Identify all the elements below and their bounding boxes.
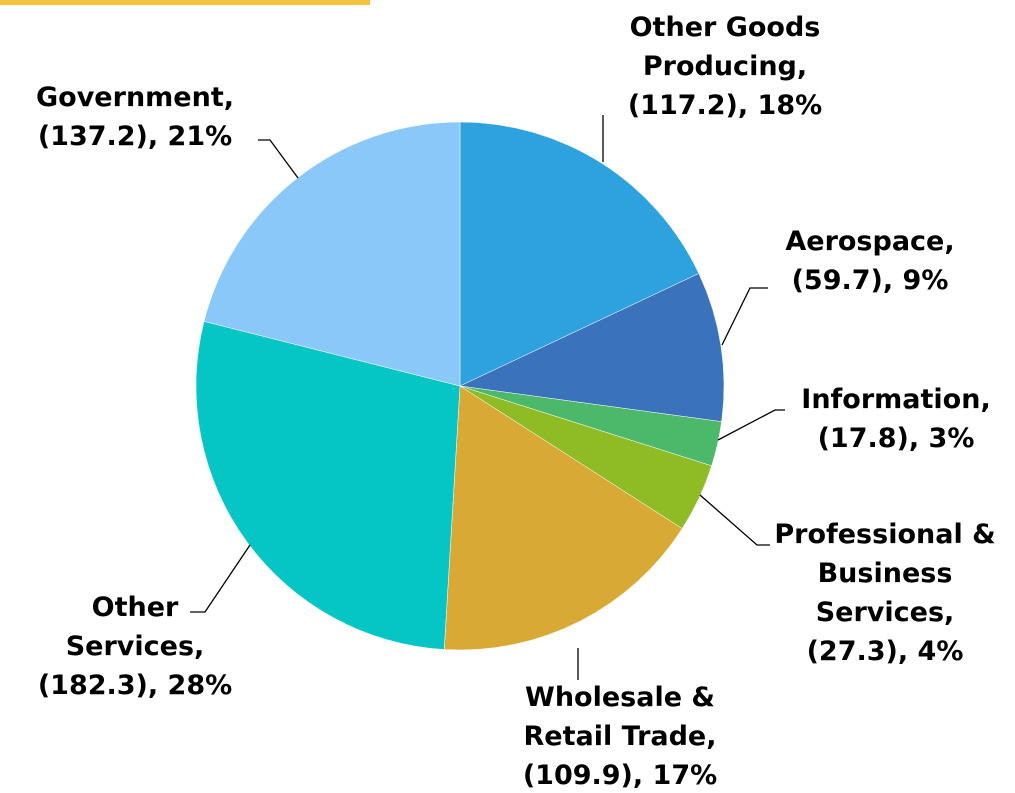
category-label: Wholesale & Retail Trade, <box>523 682 717 752</box>
category-label: Aerospace, <box>785 226 955 257</box>
leader-line <box>190 544 251 613</box>
slice-label: Aerospace, (59.7), 9% <box>740 222 1000 300</box>
slice-label: Other Goods Producing, (117.2), 18% <box>590 8 860 125</box>
leader-line <box>258 139 299 179</box>
value-label: (17.8), 3% <box>817 423 975 454</box>
pie-slice <box>443 385 683 651</box>
value-label: (27.3), 4% <box>806 636 964 667</box>
category-label: Other Goods Producing, <box>629 12 821 82</box>
category-label: Professional & Business Services, <box>774 519 996 628</box>
category-label: Other Services, <box>65 592 205 662</box>
slice-label: Professional & Business Services, (27.3),… <box>765 515 1005 671</box>
pie-slice <box>459 121 700 387</box>
pie-slice <box>195 321 461 650</box>
value-label: (182.3), 28% <box>37 670 233 701</box>
top-bar <box>0 0 370 5</box>
category-label: Information, <box>801 384 991 415</box>
category-label: Government, <box>36 82 234 113</box>
leader-line <box>699 494 770 546</box>
pie-slice <box>459 273 725 422</box>
leader-line <box>721 287 768 346</box>
value-label: (137.2), 21% <box>37 121 233 152</box>
value-label: (109.9), 17% <box>522 760 718 791</box>
value-label: (117.2), 18% <box>627 90 823 121</box>
leader-lines <box>190 115 785 680</box>
value-label: (59.7), 9% <box>791 265 949 296</box>
leader-line <box>717 409 785 441</box>
slice-label: Government, (137.2), 21% <box>0 78 270 156</box>
slice-label: Wholesale & Retail Trade, (109.9), 17% <box>490 678 750 793</box>
slice-label: Information, (17.8), 3% <box>778 380 1014 458</box>
slice-label: Other Services, (182.3), 28% <box>20 588 250 705</box>
